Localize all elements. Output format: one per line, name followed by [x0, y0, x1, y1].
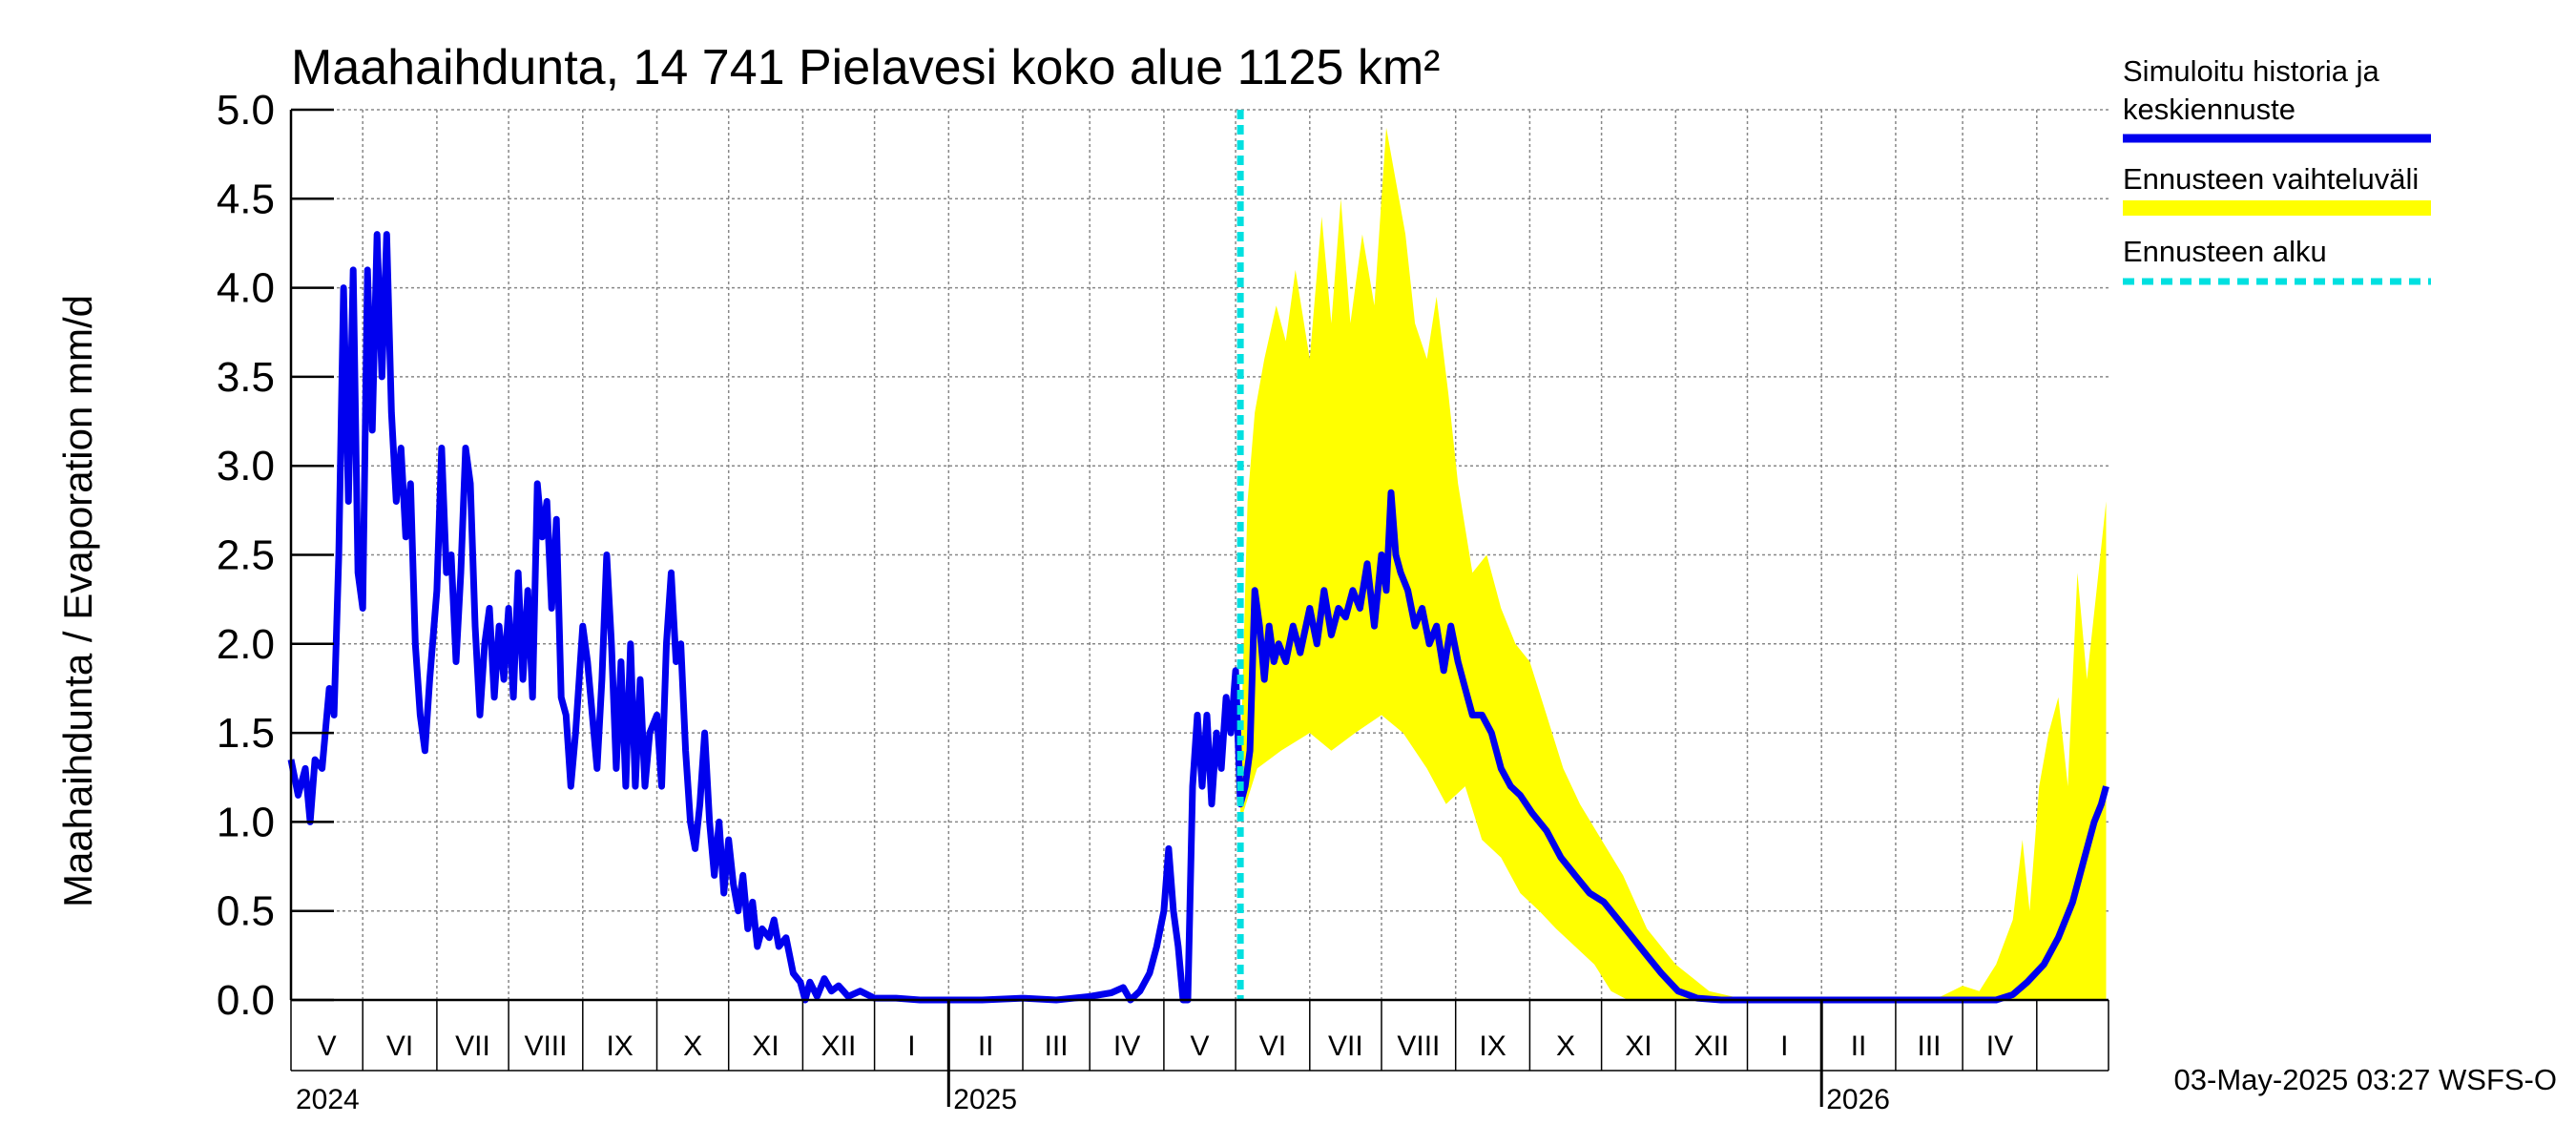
legend: Simuloitu historia ja keskiennuste Ennuste…	[2123, 54, 2431, 285]
y-tick-labels: 0.0 0.5 1.0 1.5 2.0 2.5 3.0 3.5 4.0 4.5 5.0	[217, 87, 275, 1024]
axes	[289, 108, 2109, 1107]
month-label: VI	[386, 1030, 413, 1062]
month-label: IX	[606, 1030, 633, 1062]
y-tick-label: 3.5	[217, 354, 275, 401]
year-label: 2025	[953, 1084, 1017, 1115]
legend-label: keskiennuste	[2123, 93, 2296, 126]
forecast-band-area	[1240, 127, 2107, 1000]
month-label: V	[318, 1030, 337, 1062]
chart-title: Maahaihdunta, 14 741 Pielavesi koko alue…	[291, 40, 1440, 95]
simulated-series	[287, 231, 2109, 1004]
month-label: X	[1556, 1030, 1575, 1062]
y-tick-label: 1.5	[217, 710, 275, 757]
month-label: I	[907, 1030, 915, 1062]
y-tick-label: 0.0	[217, 977, 275, 1024]
month-label: VI	[1259, 1030, 1286, 1062]
legend-label: Ennusteen alku	[2123, 235, 2327, 268]
year-labels: 2024 2025 2026	[296, 1084, 1890, 1115]
y-tick-label: 4.5	[217, 176, 275, 222]
month-label: XI	[752, 1030, 779, 1062]
month-label: VIII	[524, 1030, 567, 1062]
y-tick-label: 2.0	[217, 621, 275, 668]
month-label: V	[1190, 1030, 1209, 1062]
month-label: IV	[1113, 1030, 1140, 1062]
y-tick-label: 4.0	[217, 265, 275, 312]
month-label: VIII	[1397, 1030, 1440, 1062]
year-label: 2024	[296, 1084, 360, 1115]
legend-label: Simuloitu historia ja	[2123, 54, 2380, 88]
year-label: 2026	[1826, 1084, 1890, 1115]
timestamp-footer: 03-May-2025 03:27 WSFS-O	[2174, 1063, 2557, 1096]
month-label: IV	[1986, 1030, 2013, 1062]
month-labels: V VI VII VIII IX X XI XII I II III IV V VI VII VIII IX X X…	[318, 1030, 2014, 1062]
y-tick-label: 3.0	[217, 443, 275, 489]
grid	[291, 109, 2109, 1000]
month-label: X	[683, 1030, 702, 1062]
series-line	[287, 231, 2109, 1004]
month-label: XII	[821, 1030, 857, 1062]
month-label: VII	[1328, 1030, 1363, 1062]
y-tick-label: 0.5	[217, 888, 275, 935]
y-tick-label: 2.5	[217, 532, 275, 579]
y-tick-label: 5.0	[217, 87, 275, 134]
forecast-range-band	[1240, 127, 2107, 1000]
y-tick-label: 1.0	[217, 799, 275, 845]
legend-label: Ennusteen vaihteluväli	[2123, 162, 2419, 196]
month-label: II	[1851, 1030, 1867, 1062]
month-label: III	[1045, 1030, 1069, 1062]
month-label: III	[1917, 1030, 1941, 1062]
month-label: XI	[1625, 1030, 1652, 1062]
y-axis-label: Maahaihdunta / Evaporation mm/d	[55, 295, 100, 907]
month-label: XII	[1694, 1030, 1730, 1062]
month-label: IX	[1479, 1030, 1506, 1062]
month-label: II	[978, 1030, 994, 1062]
month-label: I	[1780, 1030, 1788, 1062]
month-label: VII	[455, 1030, 490, 1062]
